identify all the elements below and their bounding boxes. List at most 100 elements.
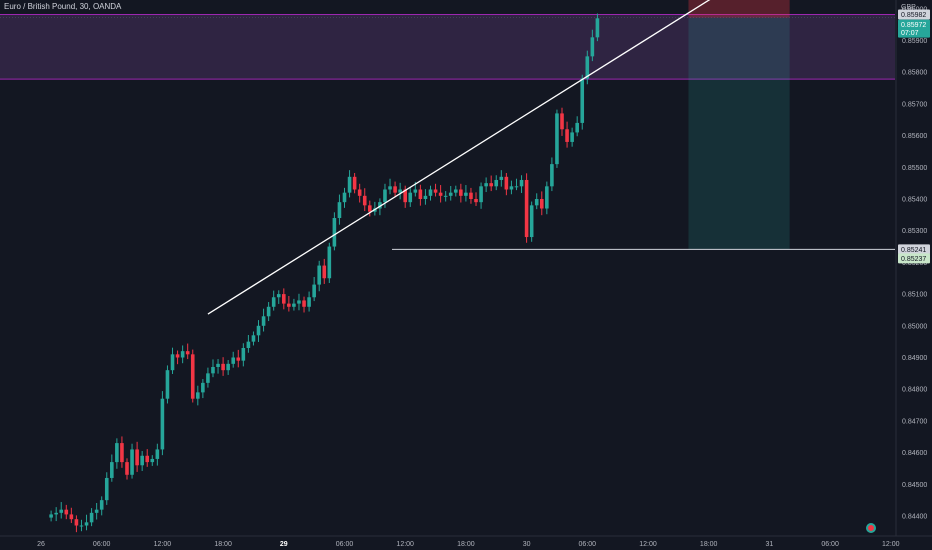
candle[interactable] bbox=[524, 173, 529, 243]
candle[interactable] bbox=[393, 181, 397, 197]
candle[interactable] bbox=[357, 183, 362, 203]
candle[interactable] bbox=[438, 185, 443, 203]
candle[interactable] bbox=[185, 343, 190, 360]
candle[interactable] bbox=[560, 107, 564, 136]
candle[interactable] bbox=[226, 360, 230, 375]
candle[interactable] bbox=[337, 194, 342, 225]
candle[interactable] bbox=[453, 185, 458, 197]
candle[interactable] bbox=[89, 508, 94, 527]
candle[interactable] bbox=[580, 74, 585, 130]
candle[interactable] bbox=[494, 175, 499, 191]
candle[interactable] bbox=[104, 472, 109, 505]
candle[interactable] bbox=[302, 296, 306, 313]
candle[interactable] bbox=[246, 334, 251, 353]
candle[interactable] bbox=[54, 507, 58, 522]
candle[interactable] bbox=[327, 242, 332, 284]
candle[interactable] bbox=[509, 180, 514, 195]
candle[interactable] bbox=[190, 349, 195, 403]
candle[interactable] bbox=[590, 29, 595, 62]
candle[interactable] bbox=[408, 186, 413, 207]
candle[interactable] bbox=[231, 351, 236, 368]
candle[interactable] bbox=[514, 178, 519, 191]
candle[interactable] bbox=[352, 173, 357, 194]
avatar-icon[interactable] bbox=[866, 523, 876, 533]
candle[interactable] bbox=[216, 359, 220, 374]
candle[interactable] bbox=[464, 185, 468, 202]
candle[interactable] bbox=[423, 189, 428, 205]
candle[interactable] bbox=[282, 288, 286, 310]
candle[interactable] bbox=[448, 186, 453, 201]
candle[interactable] bbox=[125, 458, 129, 480]
time-axis[interactable] bbox=[0, 536, 932, 550]
candle[interactable] bbox=[433, 183, 438, 197]
candle[interactable] bbox=[175, 350, 180, 365]
candle[interactable] bbox=[165, 365, 170, 404]
candle[interactable] bbox=[499, 170, 504, 187]
candle[interactable] bbox=[49, 510, 53, 522]
resistance-zone[interactable] bbox=[0, 14, 895, 80]
price-axis[interactable] bbox=[896, 0, 932, 536]
candle[interactable] bbox=[428, 185, 433, 201]
candle[interactable] bbox=[211, 359, 215, 378]
candle[interactable] bbox=[236, 349, 241, 368]
candle[interactable] bbox=[489, 175, 493, 192]
candle[interactable] bbox=[94, 503, 99, 520]
stop-loss-zone[interactable] bbox=[688, 0, 790, 18]
candle[interactable] bbox=[135, 441, 139, 472]
candle[interactable] bbox=[529, 201, 534, 242]
candle[interactable] bbox=[297, 293, 301, 311]
candle[interactable] bbox=[160, 391, 165, 456]
candle[interactable] bbox=[292, 298, 296, 311]
candle[interactable] bbox=[332, 212, 337, 251]
candle[interactable] bbox=[519, 175, 524, 193]
candle[interactable] bbox=[241, 343, 246, 367]
candle[interactable] bbox=[150, 455, 155, 466]
candle[interactable] bbox=[367, 200, 372, 217]
candle[interactable] bbox=[539, 191, 544, 216]
candle[interactable] bbox=[266, 302, 271, 322]
candle[interactable] bbox=[595, 13, 600, 42]
candle[interactable] bbox=[534, 193, 539, 210]
candle[interactable] bbox=[110, 454, 114, 482]
candle[interactable] bbox=[145, 449, 150, 467]
candle[interactable] bbox=[347, 170, 352, 198]
candle[interactable] bbox=[64, 504, 69, 520]
candle[interactable] bbox=[130, 443, 134, 479]
candle[interactable] bbox=[474, 192, 478, 206]
trendline[interactable] bbox=[207, 0, 800, 315]
candle[interactable] bbox=[398, 182, 402, 200]
candle[interactable] bbox=[276, 290, 281, 304]
candle[interactable] bbox=[59, 502, 64, 519]
candle[interactable] bbox=[388, 178, 392, 195]
candle[interactable] bbox=[115, 438, 119, 469]
candle[interactable] bbox=[206, 367, 210, 388]
symbol-title[interactable]: Euro / British Pound, 30, OANDA bbox=[4, 2, 122, 11]
candle[interactable] bbox=[459, 183, 463, 203]
candle[interactable] bbox=[180, 345, 185, 364]
candle[interactable] bbox=[418, 184, 423, 206]
candle[interactable] bbox=[362, 188, 367, 212]
candle[interactable] bbox=[287, 296, 291, 312]
candle[interactable] bbox=[565, 121, 569, 148]
candle[interactable] bbox=[570, 127, 574, 147]
candle[interactable] bbox=[484, 177, 488, 193]
candle[interactable] bbox=[99, 496, 104, 516]
candle[interactable] bbox=[84, 514, 89, 531]
candle[interactable] bbox=[585, 50, 590, 85]
candle[interactable] bbox=[443, 191, 448, 202]
candle[interactable] bbox=[545, 181, 549, 215]
candle[interactable] bbox=[256, 320, 261, 342]
candle[interactable] bbox=[201, 379, 205, 399]
candle[interactable] bbox=[271, 290, 276, 311]
candle[interactable] bbox=[403, 185, 407, 208]
candle[interactable] bbox=[550, 157, 554, 192]
candle[interactable] bbox=[221, 357, 225, 376]
candle[interactable] bbox=[79, 519, 84, 532]
candle[interactable] bbox=[322, 258, 327, 284]
candle[interactable] bbox=[251, 331, 256, 346]
candle[interactable] bbox=[342, 187, 347, 208]
candle[interactable] bbox=[69, 507, 74, 523]
candle[interactable] bbox=[307, 291, 311, 312]
candle[interactable] bbox=[120, 436, 124, 468]
candle[interactable] bbox=[196, 385, 200, 406]
